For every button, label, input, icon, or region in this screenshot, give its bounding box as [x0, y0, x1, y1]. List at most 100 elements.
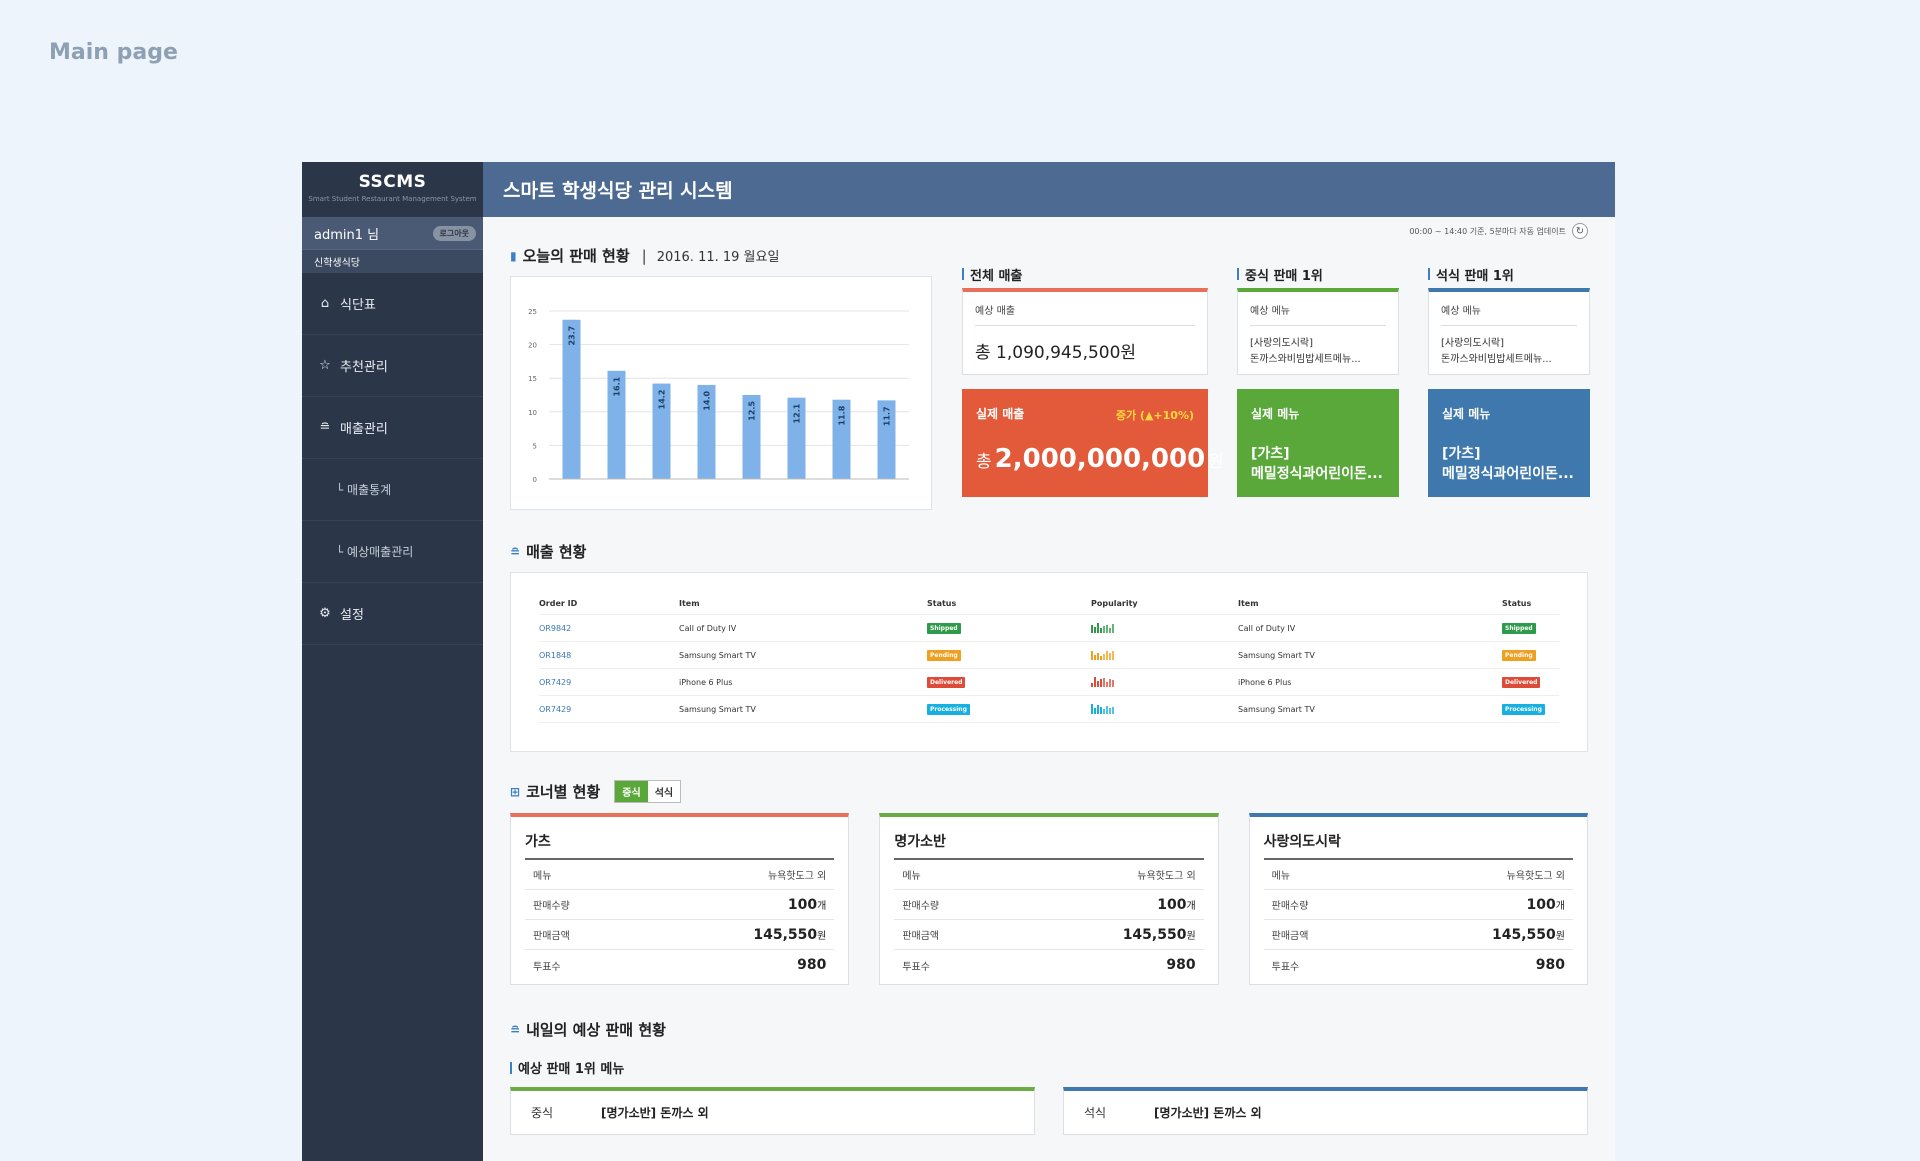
- menu-value: 뉴욕핫도그 외: [767, 871, 827, 882]
- votes-value: 980: [797, 957, 827, 973]
- popularity-bar: [1094, 627, 1096, 633]
- menu-line: 메밀정식과어린이돈...: [1251, 466, 1383, 482]
- row-label: 투표수: [1271, 961, 1300, 973]
- menu-line: [가츠]: [1251, 446, 1290, 462]
- sidebar-item-sales[interactable]: ≘ 매출관리: [302, 397, 483, 459]
- amount-unit: 원: [817, 930, 827, 942]
- actual-sales-amount: 총 2,000,000,000 원: [976, 444, 1224, 474]
- lunch-expected-card: 예상 메뉴 [사랑의도시락] 돈까스와비빔밥세트메뉴...: [1237, 288, 1399, 375]
- menu-line: [사랑의도시락]: [1441, 338, 1505, 349]
- popularity-bar: [1091, 625, 1093, 633]
- order-id-link[interactable]: OR9842: [539, 623, 572, 633]
- sidebar-item-forecast[interactable]: └ 예상매출관리: [302, 521, 483, 583]
- stat-label-text: 중식 판매 1위: [1245, 268, 1323, 284]
- status-badge: Processing: [1502, 703, 1545, 715]
- popularity-sparkline: [1091, 702, 1114, 714]
- popularity-bar: [1091, 683, 1093, 687]
- sales-status-table-box: Order ID Item Status Popularity Item Sta…: [510, 572, 1588, 752]
- table-row[interactable]: OR1848 Samsung Smart TV Pending Samsung Sma…: [539, 641, 1559, 669]
- order-id-link[interactable]: OR1848: [539, 650, 572, 660]
- popularity-bar: [1097, 681, 1099, 687]
- star-icon: ☆: [319, 358, 331, 373]
- sidebar-item-recommend[interactable]: ☆ 추천관리: [302, 335, 483, 397]
- table-row[interactable]: OR7429 iPhone 6 Plus Delivered iPhone 6 Plu…: [539, 668, 1559, 696]
- meal-toggle: 중식 석식: [614, 780, 682, 803]
- lunch-actual-menu: [가츠] 메밀정식과어린이돈...: [1251, 444, 1385, 484]
- update-text: 00:00 ~ 14:40 기준, 5분마다 자동 업데이트: [1409, 226, 1566, 236]
- popularity-bar: [1109, 679, 1111, 687]
- sidebar-item-sales-stats[interactable]: └ 매출통계: [302, 459, 483, 521]
- corner-status-heading: ⊞ 코너별 현황 중식 석식: [510, 780, 1588, 803]
- menu-line: [가츠]: [1442, 446, 1481, 462]
- popularity-bar: [1112, 706, 1114, 714]
- popularity-bar: [1112, 680, 1114, 687]
- status-badge: Delivered: [1502, 676, 1541, 688]
- popularity-bar: [1097, 705, 1099, 714]
- expected-sales-title: 예상 매출: [975, 302, 1195, 326]
- popularity-bar: [1091, 651, 1093, 660]
- tab-dinner[interactable]: 석식: [647, 781, 681, 802]
- order-id-link[interactable]: OR7429: [539, 704, 572, 714]
- table-row[interactable]: OR7429 Samsung Smart TV Processing Samsung …: [539, 695, 1559, 723]
- title-separator: |: [641, 246, 647, 265]
- amount-unit: 원: [1555, 930, 1565, 942]
- corner-votes-row: 투표수 980: [525, 950, 834, 980]
- corner-card: 가츠 메뉴 뉴욕핫도그 외 판매수량 100개 판매금액 145,550원 투표수 980: [510, 813, 850, 985]
- refresh-icon[interactable]: ↻: [1572, 223, 1588, 239]
- row-label: 판매금액: [902, 931, 940, 942]
- sidebar-item-menu[interactable]: ⌂ 식단표: [302, 273, 483, 335]
- page-caption: Main page: [49, 40, 178, 65]
- lunch-expected-title: 예상 메뉴: [1250, 302, 1386, 326]
- corner-name: 사랑의도시락: [1263, 831, 1573, 860]
- corner-amount-row: 판매금액 145,550원: [1263, 920, 1573, 950]
- expected-sales-card: 예상 매출 총 1,090,945,500원: [962, 288, 1208, 375]
- logout-button[interactable]: 로그아웃: [432, 225, 476, 241]
- status-badge: Shipped: [1502, 622, 1536, 634]
- lunch-top-column: 중식 판매 1위 예상 메뉴 [사랑의도시락] 돈까스와비빔밥세트메뉴... 실…: [1237, 264, 1399, 497]
- item-cell: iPhone 6 Plus: [1238, 668, 1502, 696]
- corner-card: 사랑의도시락 메뉴 뉴욕핫도그 외 판매수량 100개 판매금액 145,550원 투표수 98…: [1248, 813, 1588, 985]
- bar: [652, 383, 671, 479]
- table-row[interactable]: OR9842 Call of Duty IV Shipped Call of Duty…: [539, 614, 1559, 642]
- data-label: 16.1: [613, 376, 622, 396]
- corner-menu-row: 메뉴 뉴욕핫도그 외: [1263, 860, 1573, 890]
- y-tick-label: 15: [528, 375, 537, 383]
- row-label: 판매금액: [533, 931, 570, 942]
- corner-card: 명가소반 메뉴 뉴욕핫도그 외 판매수량 100개 판매금액 145,550원 투표수 980: [879, 813, 1219, 985]
- item-cell: Samsung Smart TV: [1238, 695, 1502, 723]
- menu-line: 돈까스와비빔밥세트메뉴...: [1441, 354, 1552, 365]
- popularity-bar: [1103, 677, 1105, 687]
- popularity-bar: [1100, 656, 1102, 660]
- forecast-lunch-card: 중식 [명가소반] 돈까스 외: [510, 1087, 1035, 1135]
- today-date: 2016. 11. 19 월요일: [656, 250, 780, 265]
- item-cell: Samsung Smart TV: [679, 695, 927, 723]
- votes-value: 980: [1535, 957, 1565, 973]
- dinner-actual-card: 실제 메뉴 [가츠] 메밀정식과어린이돈...: [1428, 389, 1590, 497]
- order-id-link[interactable]: OR7429: [539, 677, 572, 687]
- corner-status-title: 코너별 현황: [526, 783, 601, 801]
- sidebar-item-label: 매출관리: [340, 422, 388, 437]
- amount-value: 145,550: [1492, 926, 1556, 943]
- dinner-actual-title: 실제 메뉴: [1442, 407, 1491, 421]
- row-label: 메뉴: [902, 871, 921, 882]
- tab-lunch[interactable]: 중식: [615, 781, 648, 802]
- brand: SSCMS Smart Student Restaurant Managemen…: [302, 162, 483, 217]
- dinner-expected-card: 예상 메뉴 [사랑의도시락] 돈까스와비빔밥세트메뉴...: [1428, 288, 1590, 375]
- gear-icon: ⚙: [319, 606, 331, 621]
- forecast-dinner-value: [명가소반] 돈까스 외: [1154, 1106, 1262, 1120]
- col-status: Status: [927, 593, 1091, 615]
- corner-cards: 가츠 메뉴 뉴욕핫도그 외 판매수량 100개 판매금액 145,550원 투표수 980 명가소…: [510, 813, 1588, 985]
- database-icon: ≘: [319, 420, 331, 435]
- actual-unit: 원: [1208, 452, 1224, 472]
- corner-qty-row: 판매수량 100개: [525, 890, 835, 920]
- popularity-sparkline: [1091, 621, 1114, 633]
- item-cell: Samsung Smart TV: [1238, 641, 1502, 669]
- increase-badge: 증가 (▲+10%): [1115, 409, 1194, 422]
- row-label: 메뉴: [533, 871, 552, 882]
- popularity-bar: [1109, 652, 1111, 660]
- menu-line: 메밀정식과어린이돈...: [1442, 466, 1574, 482]
- forecast-top-label: 예상 판매 1위 메뉴: [510, 1058, 1588, 1077]
- dinner-top-label: 석식 판매 1위: [1428, 264, 1590, 284]
- sidebar-item-settings[interactable]: ⚙ 설정: [302, 583, 483, 645]
- qty-value: 100: [1526, 896, 1556, 913]
